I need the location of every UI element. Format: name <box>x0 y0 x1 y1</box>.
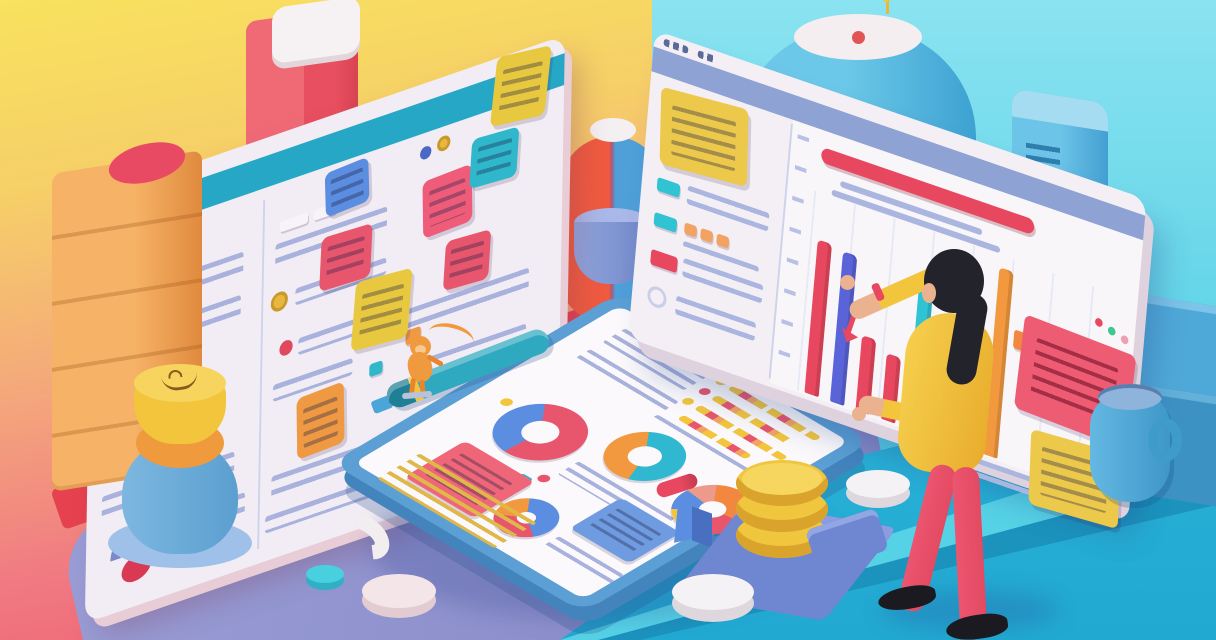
task-icon <box>679 396 697 407</box>
orange-square <box>700 227 714 244</box>
mini-icon <box>497 396 516 408</box>
sticky-note <box>489 45 552 128</box>
woman-shoe <box>876 582 938 614</box>
blue-ribbon <box>692 506 712 548</box>
monkey-figure <box>398 318 477 400</box>
orange-square <box>683 222 698 238</box>
smiley-stack-top-face <box>134 364 226 402</box>
sticky-note <box>469 126 520 190</box>
sticky-note <box>422 163 473 240</box>
cyan-tag <box>656 176 681 199</box>
blue-jug <box>1090 384 1182 502</box>
white-disc-top <box>672 574 754 610</box>
mini-icon <box>534 473 553 484</box>
white-tag <box>279 212 309 233</box>
coin-badge <box>270 289 289 315</box>
cyan-square <box>369 360 383 378</box>
rocket-cap <box>590 118 636 142</box>
jug-handle <box>1148 418 1182 462</box>
teal-disc-top <box>306 565 344 583</box>
canister-antenna <box>886 0 889 14</box>
sticky-note <box>659 86 749 188</box>
woman-cheek <box>922 283 936 303</box>
orange-square <box>716 233 730 249</box>
heart-pin <box>279 338 293 358</box>
red-tower-cap <box>272 0 360 65</box>
blue-pin <box>419 144 432 162</box>
monkey-muzzle <box>415 345 426 354</box>
sticky-note <box>296 381 345 461</box>
radio-circle <box>646 283 668 311</box>
woman-figure <box>840 235 1090 640</box>
pink-disc-top <box>362 574 436 608</box>
cyan-tag <box>653 211 678 233</box>
canister-antenna-tip <box>882 0 891 2</box>
white-disc-top <box>846 470 910 498</box>
task-icon <box>713 376 730 387</box>
board-column-divider <box>257 199 266 550</box>
red-tag <box>650 248 678 274</box>
jug-mouth <box>1098 384 1162 410</box>
coin-badge <box>437 133 451 154</box>
canister-cap-dot <box>852 31 865 44</box>
task-icon <box>696 386 713 397</box>
woman-hand <box>840 275 855 290</box>
monkey-tail <box>425 318 477 356</box>
canister-cap <box>794 0 922 60</box>
margin-dots <box>697 50 716 64</box>
text-lines <box>686 185 770 232</box>
text-lines <box>674 295 757 342</box>
woman-leg <box>951 466 988 634</box>
woman-hand <box>852 407 866 421</box>
coin-top <box>742 463 822 495</box>
sticky-note <box>324 156 370 218</box>
